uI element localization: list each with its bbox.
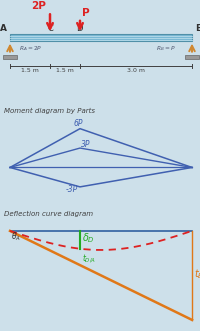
Text: -3P: -3P <box>66 185 78 194</box>
Text: $\delta_D$: $\delta_D$ <box>82 231 95 245</box>
Text: 3P: 3P <box>81 140 90 149</box>
Text: 2P: 2P <box>32 1 46 11</box>
Text: 3.0 m: 3.0 m <box>127 68 145 73</box>
Text: P: P <box>82 8 90 18</box>
Text: Moment diagram by Parts: Moment diagram by Parts <box>4 108 95 115</box>
Text: B: B <box>196 24 200 33</box>
Polygon shape <box>185 55 199 59</box>
Text: $R_A = 2P$: $R_A = 2P$ <box>19 45 43 53</box>
Text: $t_{B/A}$: $t_{B/A}$ <box>194 268 200 283</box>
Text: $t_{D/A}$: $t_{D/A}$ <box>82 252 96 265</box>
Polygon shape <box>3 55 17 59</box>
Polygon shape <box>10 34 192 41</box>
Text: A: A <box>0 24 6 33</box>
Text: $\theta_A$: $\theta_A$ <box>11 231 21 243</box>
Text: C: C <box>47 24 53 33</box>
Text: 6P: 6P <box>73 119 83 128</box>
Text: 1.5 m: 1.5 m <box>21 68 39 73</box>
Text: 1.5 m: 1.5 m <box>56 68 74 73</box>
Text: Deflection curve diagram: Deflection curve diagram <box>4 211 93 217</box>
Text: $R_B = P$: $R_B = P$ <box>156 45 176 53</box>
Text: D: D <box>76 24 82 33</box>
